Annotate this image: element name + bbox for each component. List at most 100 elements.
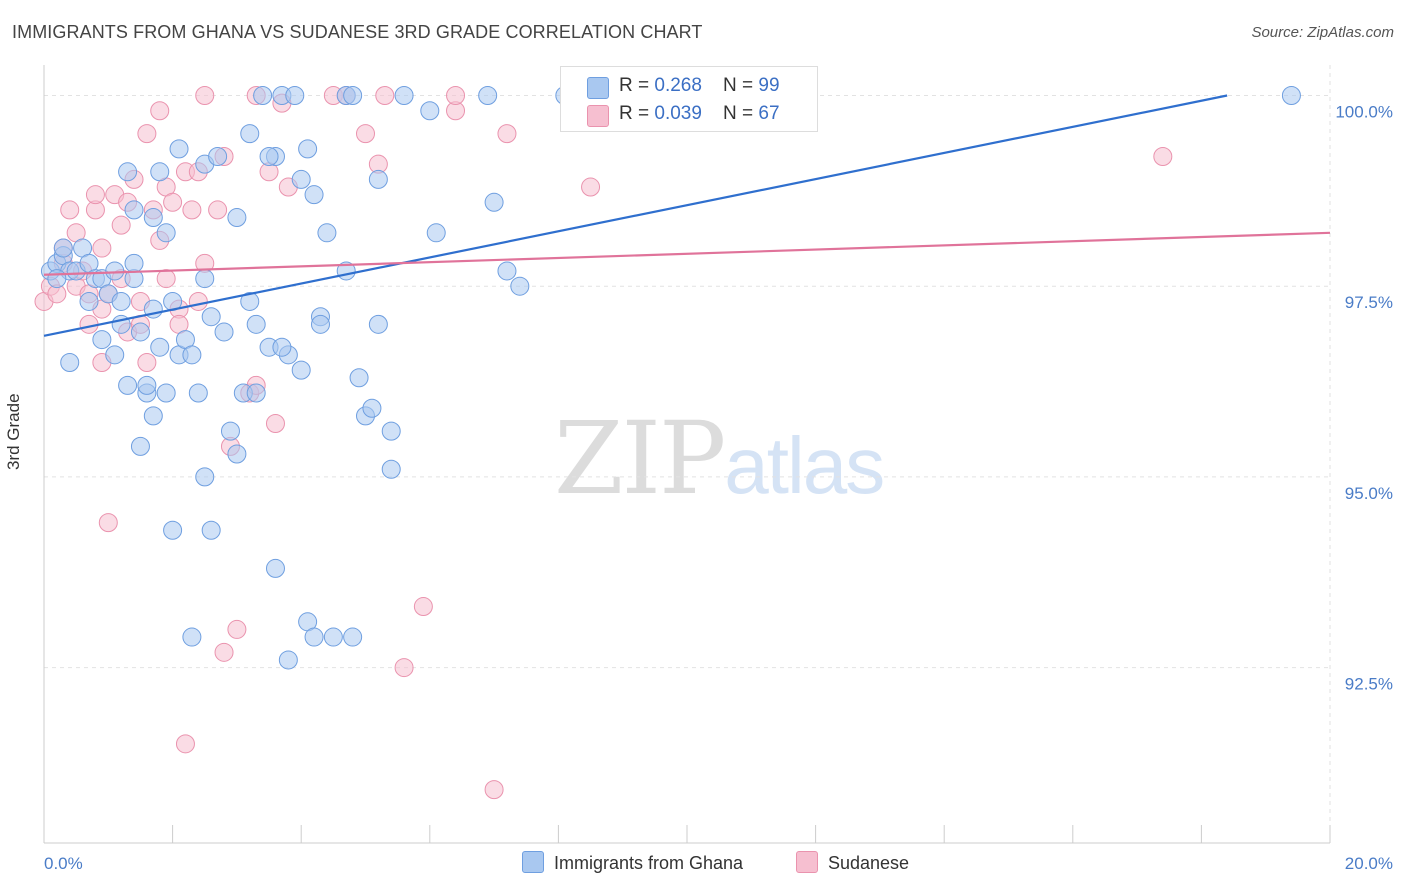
ghana-point	[310, 314, 330, 334]
ghana-point	[343, 627, 363, 647]
ghana-point	[484, 192, 504, 212]
ghana-point	[285, 86, 305, 106]
ghana-point	[381, 459, 401, 479]
sudanese-point	[214, 642, 234, 662]
ghana-point	[169, 139, 189, 159]
ghana-point	[259, 147, 279, 167]
sudanese-point	[111, 215, 131, 235]
ghana-point	[105, 345, 125, 365]
ghana-point	[124, 253, 144, 273]
ghana-point	[272, 337, 292, 357]
ghana-point	[349, 368, 369, 388]
ghana-point	[291, 169, 311, 189]
sudanese-point	[208, 200, 228, 220]
y-tick-label: 97.5%	[1345, 293, 1393, 312]
r-label: R =	[619, 75, 655, 96]
sudanese-point	[413, 597, 433, 617]
ghana-point	[118, 162, 138, 182]
ghana-legend-label: Immigrants from Ghana	[554, 853, 744, 873]
chart-title: IMMIGRANTS FROM GHANA VS SUDANESE 3RD GR…	[12, 22, 703, 42]
ghana-point	[246, 314, 266, 334]
ghana-point	[478, 86, 498, 106]
ghana-point	[265, 558, 285, 578]
ghana-point	[182, 627, 202, 647]
sudanese-point	[446, 86, 466, 106]
ghana-point	[208, 147, 228, 167]
ghana-point	[304, 627, 324, 647]
sudanese-point	[356, 124, 375, 144]
ghana-point	[143, 208, 163, 228]
ghana-point	[156, 223, 176, 243]
ghana-point	[60, 352, 80, 372]
ghana-point	[143, 406, 163, 426]
ghana-point	[79, 291, 99, 311]
ghana-point	[240, 124, 260, 144]
n-label: N =	[723, 75, 759, 96]
ghana-swatch	[587, 77, 609, 99]
n-label: N =	[723, 103, 759, 124]
ghana-point	[420, 101, 440, 121]
ghana-point	[323, 627, 343, 647]
ghana-point	[362, 398, 382, 418]
ghana-point	[253, 86, 273, 106]
sudanese-point	[375, 86, 395, 106]
ghana-point	[163, 520, 183, 540]
ghana-point	[105, 261, 125, 281]
source-label: Source: ZipAtlas.com	[1251, 24, 1394, 41]
ghana-point	[317, 223, 337, 243]
sudanese-point	[137, 124, 157, 144]
stats-legend: R = 0.268 N = 99 R = 0.039 N = 67	[560, 66, 818, 132]
ghana-point	[201, 307, 221, 327]
ghana-point	[201, 520, 221, 540]
ghana-point	[53, 238, 73, 258]
sudanese-point	[137, 352, 157, 372]
ghana-point	[182, 345, 202, 365]
ghana-points	[40, 86, 1301, 670]
ghana-point	[381, 421, 401, 441]
ghana-point	[150, 162, 170, 182]
sudanese-legend-swatch	[796, 851, 818, 873]
sudanese-point	[150, 101, 170, 121]
sudanese-point	[175, 734, 195, 754]
r-value: 0.039	[654, 103, 702, 124]
ghana-point	[150, 337, 170, 357]
ghana-legend-swatch	[522, 851, 544, 873]
ghana-point	[368, 314, 388, 334]
sudanese-point	[163, 192, 183, 212]
watermark-atlas: atlas	[724, 421, 885, 510]
sudanese-point	[227, 619, 247, 639]
ghana-point	[156, 383, 176, 403]
ghana-point	[298, 139, 318, 159]
y-tick-label: 92.5%	[1345, 675, 1393, 694]
trend-lines	[43, 94, 1331, 337]
y-tick-label: 95.0%	[1345, 484, 1393, 503]
ghana-point	[246, 383, 266, 403]
sudanese-point	[156, 269, 176, 289]
watermark-zip: ZIP	[554, 400, 726, 517]
sudanese-point	[1153, 147, 1173, 167]
ghana-point	[130, 322, 150, 342]
ghana-point	[343, 86, 363, 106]
sudanese-swatch	[587, 105, 609, 127]
sudanese-point	[188, 291, 208, 311]
ghana-point	[426, 223, 446, 243]
ghana-point	[47, 269, 67, 289]
sudanese-point	[182, 200, 202, 220]
sudanese-point	[484, 780, 504, 800]
ghana-point	[118, 375, 138, 395]
ghana-point	[1281, 86, 1301, 106]
ghana-point	[130, 436, 150, 456]
n-value: 99	[758, 75, 780, 96]
watermark: ZIPatlas	[554, 400, 885, 517]
sudanese-point	[195, 86, 215, 106]
bottom-legend-ghana: Immigrants from Ghana	[522, 851, 743, 874]
axes	[43, 65, 1331, 844]
ghana-point	[227, 444, 247, 464]
n-value: 67	[758, 103, 780, 124]
ghana-point	[195, 467, 215, 487]
ghana-point	[214, 322, 234, 342]
legend-ghana-text: R = 0.268 N = 99	[619, 75, 780, 97]
ghana-point	[510, 276, 530, 296]
tick-labels: 92.5% 95.0% 97.5% 100.0% 0.0% 20.0%	[44, 103, 1393, 873]
